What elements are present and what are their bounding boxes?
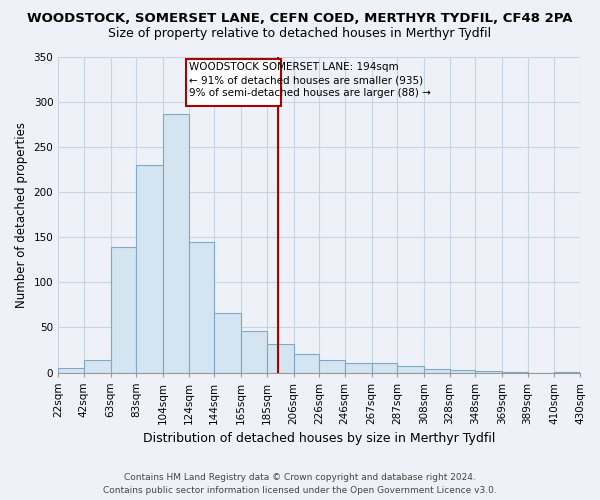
Bar bbox=[397, 366, 424, 372]
FancyBboxPatch shape bbox=[186, 59, 281, 106]
Bar bbox=[84, 360, 110, 372]
Bar bbox=[163, 114, 188, 372]
Bar bbox=[58, 368, 84, 372]
Y-axis label: Number of detached properties: Number of detached properties bbox=[15, 122, 28, 308]
Bar bbox=[475, 370, 502, 372]
Bar bbox=[319, 360, 344, 372]
Bar bbox=[424, 369, 449, 372]
Bar bbox=[188, 242, 214, 372]
X-axis label: Distribution of detached houses by size in Merthyr Tydfil: Distribution of detached houses by size … bbox=[143, 432, 495, 445]
Bar bbox=[266, 344, 293, 372]
Bar bbox=[449, 370, 475, 372]
Bar bbox=[241, 331, 266, 372]
Bar bbox=[344, 364, 371, 372]
Text: Size of property relative to detached houses in Merthyr Tydfil: Size of property relative to detached ho… bbox=[109, 28, 491, 40]
Bar bbox=[293, 354, 319, 372]
Bar bbox=[371, 364, 397, 372]
Bar bbox=[136, 165, 163, 372]
Text: WOODSTOCK SOMERSET LANE: 194sqm: WOODSTOCK SOMERSET LANE: 194sqm bbox=[188, 62, 398, 72]
Text: Contains HM Land Registry data © Crown copyright and database right 2024.
Contai: Contains HM Land Registry data © Crown c… bbox=[103, 474, 497, 495]
Text: ← 91% of detached houses are smaller (935): ← 91% of detached houses are smaller (93… bbox=[188, 75, 423, 85]
Bar bbox=[214, 313, 241, 372]
Text: 9% of semi-detached houses are larger (88) →: 9% of semi-detached houses are larger (8… bbox=[188, 88, 431, 98]
Text: WOODSTOCK, SOMERSET LANE, CEFN COED, MERTHYR TYDFIL, CF48 2PA: WOODSTOCK, SOMERSET LANE, CEFN COED, MER… bbox=[27, 12, 573, 26]
Bar bbox=[110, 247, 136, 372]
